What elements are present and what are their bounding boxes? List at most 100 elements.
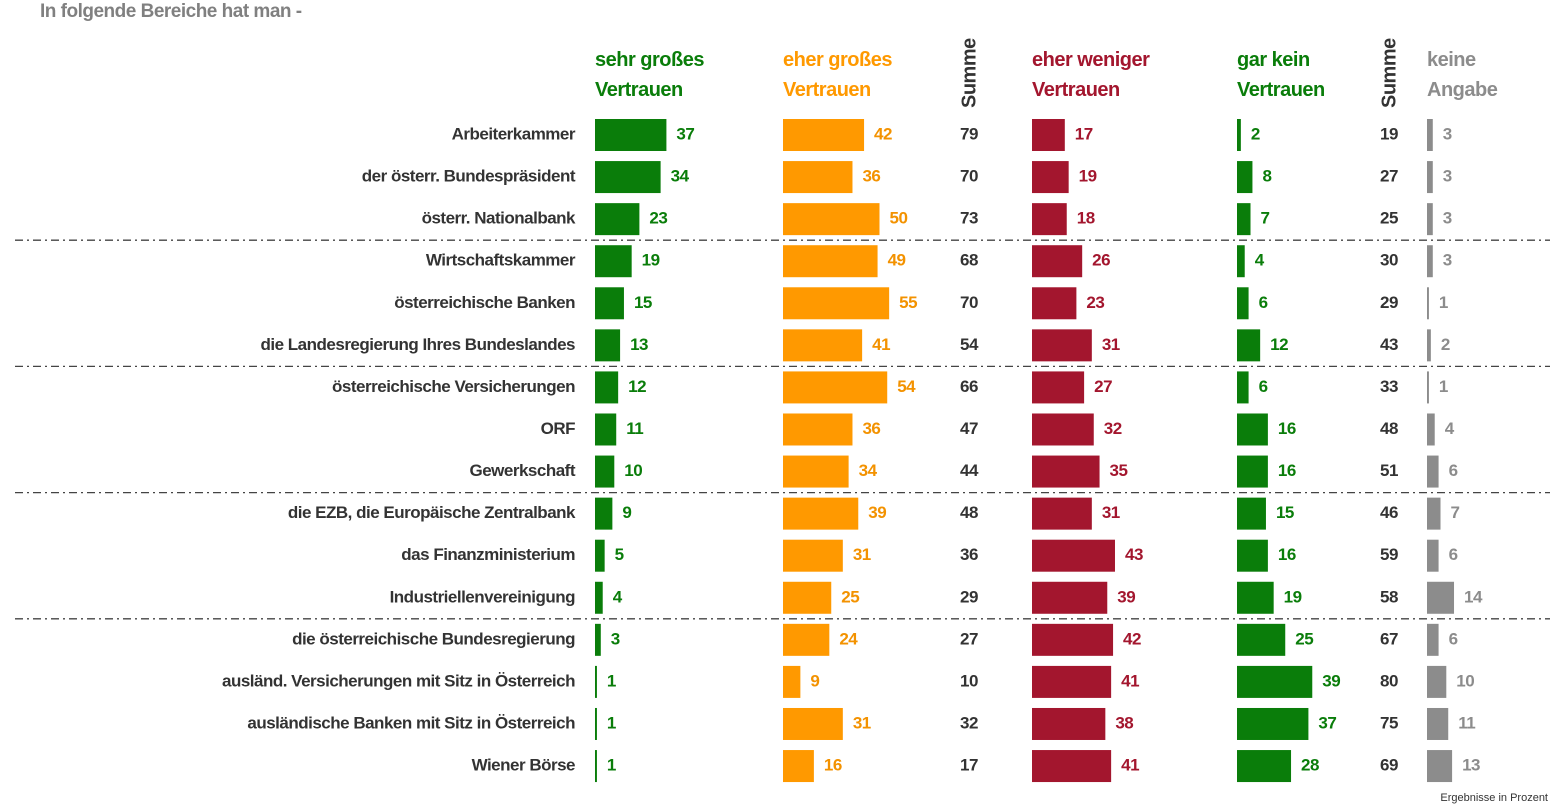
value-label: 31 <box>853 545 871 564</box>
sum-label: 29 <box>1380 293 1398 312</box>
value-label: 5 <box>615 545 624 564</box>
sum-label: 43 <box>1380 335 1398 354</box>
bar <box>1032 539 1115 572</box>
sum-label: 54 <box>960 335 979 354</box>
bar <box>595 203 640 236</box>
bar <box>595 245 632 278</box>
value-label: 27 <box>1094 377 1112 396</box>
value-label: 16 <box>1278 545 1296 564</box>
row-label: die Landesregierung Ihres Bundeslandes <box>261 335 576 354</box>
row-label: Wiener Börse <box>472 756 575 775</box>
sum-label: 44 <box>960 461 979 480</box>
row-label: ORF <box>541 419 576 438</box>
bar <box>595 413 617 446</box>
row-label: Industriellenvereinigung <box>390 587 576 606</box>
bar <box>1427 413 1435 446</box>
value-label: 13 <box>630 335 648 354</box>
bar <box>783 161 853 194</box>
value-label: 6 <box>1259 293 1268 312</box>
sum-label: 46 <box>1380 503 1398 522</box>
row-label: österreichische Versicherungen <box>332 377 575 396</box>
value-label: 26 <box>1092 251 1110 270</box>
value-label: 37 <box>1318 713 1336 732</box>
row-label: Gewerkschaft <box>470 461 576 480</box>
chart-title: In folgende Bereiche hat man - <box>40 1 302 22</box>
sum-label: 10 <box>960 671 978 690</box>
value-label: 3 <box>1443 209 1452 228</box>
value-label: 19 <box>642 251 660 270</box>
value-label: 13 <box>1462 756 1480 775</box>
bar <box>595 161 661 194</box>
bar <box>783 665 801 698</box>
value-label: 11 <box>626 419 643 438</box>
bar <box>783 203 880 236</box>
value-label: 31 <box>853 713 871 732</box>
sum-label: 48 <box>1380 419 1398 438</box>
sum-label: 36 <box>960 545 978 564</box>
value-label: 14 <box>1464 587 1483 606</box>
value-label: 41 <box>872 335 890 354</box>
value-label: 17 <box>1075 124 1093 143</box>
sum-label: 29 <box>960 587 978 606</box>
bar <box>1427 455 1439 488</box>
value-label: 2 <box>1441 335 1450 354</box>
row-label: Wirtschaftskammer <box>426 251 576 270</box>
bar <box>1237 623 1286 656</box>
bar <box>1237 539 1268 572</box>
sum-label: 59 <box>1380 545 1398 564</box>
value-label: 36 <box>862 167 880 186</box>
value-label: 7 <box>1451 503 1460 522</box>
bar <box>1032 750 1112 783</box>
bar <box>1427 203 1433 236</box>
value-label: 32 <box>1104 419 1122 438</box>
value-label: 23 <box>649 209 667 228</box>
sum-header: Summe <box>958 38 980 108</box>
bar <box>1427 707 1449 740</box>
bar <box>1032 707 1106 740</box>
sum-label: 75 <box>1380 713 1398 732</box>
value-label: 39 <box>868 503 886 522</box>
value-label: 25 <box>1295 629 1313 648</box>
value-label: 34 <box>859 461 878 480</box>
bar <box>595 665 597 698</box>
value-label: 3 <box>611 629 620 648</box>
bar <box>595 455 615 488</box>
bar <box>1032 371 1085 404</box>
row-label: Arbeiterkammer <box>452 124 576 143</box>
bar <box>1032 581 1108 614</box>
sum-label: 19 <box>1380 124 1398 143</box>
bar <box>1237 413 1268 446</box>
value-label: 1 <box>607 713 616 732</box>
bar <box>783 329 863 362</box>
value-label: 6 <box>1449 461 1458 480</box>
value-label: 3 <box>1443 124 1452 143</box>
value-label: 2 <box>1251 124 1260 143</box>
row-label: ausländ. Versicherungen mit Sitz in Öste… <box>222 671 575 690</box>
value-label: 9 <box>622 503 631 522</box>
value-label: 23 <box>1086 293 1104 312</box>
value-label: 9 <box>810 671 819 690</box>
value-label: 19 <box>1284 587 1302 606</box>
bar <box>1032 203 1067 236</box>
bar <box>595 371 619 404</box>
sum-label: 70 <box>960 293 978 312</box>
value-label: 6 <box>1449 629 1458 648</box>
bar <box>595 750 597 783</box>
bar <box>1032 245 1083 278</box>
bar <box>1427 161 1433 194</box>
note: Ergebnisse in Prozent <box>1440 792 1548 804</box>
bar <box>1032 455 1100 488</box>
bar <box>1427 623 1439 656</box>
legend-header: sehr großes Vertrauen <box>595 49 704 101</box>
bar <box>783 497 859 530</box>
value-label: 43 <box>1125 545 1143 564</box>
value-label: 42 <box>1123 629 1141 648</box>
sum-label: 70 <box>960 167 978 186</box>
sum-label: 58 <box>1380 587 1398 606</box>
bar <box>1032 497 1092 530</box>
value-label: 4 <box>1255 251 1265 270</box>
bar <box>1032 119 1065 151</box>
value-label: 1 <box>1439 293 1448 312</box>
bar <box>1032 329 1092 362</box>
